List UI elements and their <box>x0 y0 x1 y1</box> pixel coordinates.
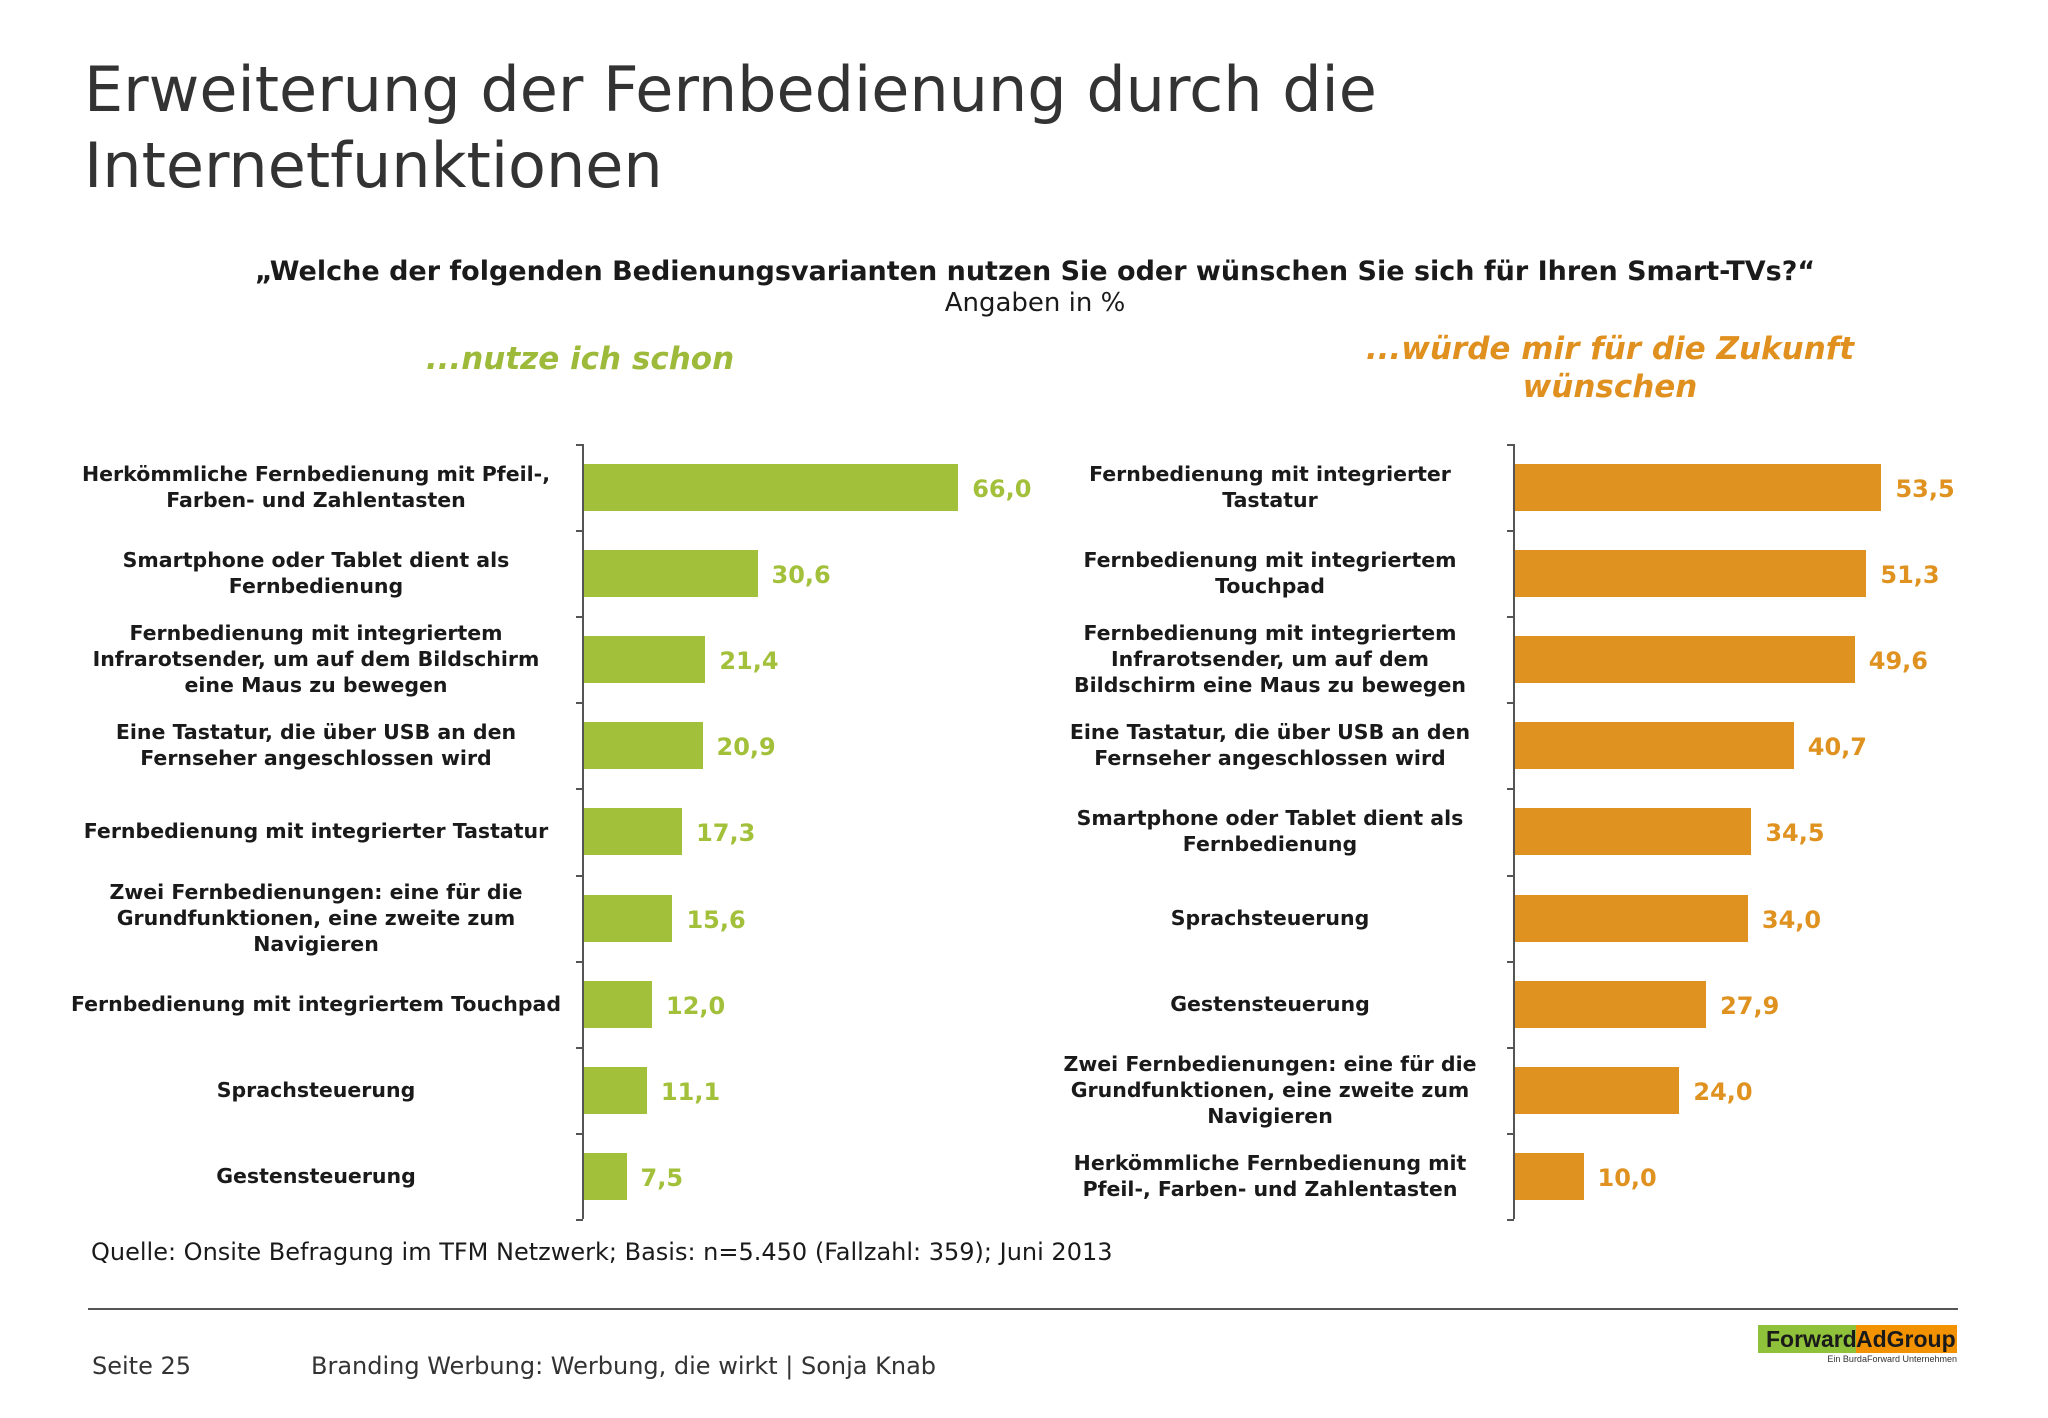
right-bar <box>1515 808 1752 856</box>
right-value-label: 53,5 <box>1895 475 1955 504</box>
left-category-label: Zwei Fernbedienungen: eine für die Grund… <box>109 879 523 956</box>
right-bar <box>1515 636 1855 684</box>
left-value-label: 11,1 <box>660 1077 721 1106</box>
left-value-label: 20,9 <box>716 733 776 762</box>
left-bar <box>584 808 683 856</box>
left-category-label: Fernbedienung mit integrierter Tastatur <box>83 819 549 844</box>
right-value-label: 51,3 <box>1880 561 1940 590</box>
right-bar <box>1515 1066 1680 1114</box>
left-value-label: 17,3 <box>696 819 756 848</box>
right-bar <box>1515 550 1867 598</box>
right-axis-tick <box>1507 788 1514 791</box>
left-category-label: Fernbedienung mit integriertem Touchpad <box>70 991 562 1016</box>
left-category-label: Fernbedienung mit integriertem Infrarots… <box>92 621 540 698</box>
right-category-label: Sprachsteuerung <box>1170 905 1370 930</box>
right-category-label: Fernbedienung mit integriertem Touchpad <box>1083 548 1457 599</box>
left-value-label: 12,0 <box>666 991 726 1020</box>
left-axis-tick <box>576 1132 583 1135</box>
right-bar <box>1515 894 1748 942</box>
left-axis <box>582 444 584 1219</box>
unit-note: Angaben in % <box>944 288 1126 318</box>
right-category-label: Gestensteuerung <box>1170 991 1370 1016</box>
right-axis-tick <box>1507 530 1514 533</box>
survey-question: „Welche der folgenden Bedienungsvariante… <box>254 256 1816 287</box>
left-axis-tick <box>576 960 583 963</box>
right-axis-tick <box>1507 960 1514 963</box>
right-axis-tick <box>1507 1218 1514 1221</box>
left-category-label: Smartphone oder Tablet dient als Fernbed… <box>122 548 510 599</box>
left-axis-tick <box>576 616 583 619</box>
right-chart-title: ...würde mir für die Zukunft wünschen <box>1365 331 1855 405</box>
footer-divider <box>88 1308 1958 1310</box>
left-bar <box>584 550 758 598</box>
right-bar <box>1515 722 1794 770</box>
page-title: Erweiterung der Fernbedienung durch die … <box>84 53 1377 202</box>
left-category-label: Herkömmliche Fernbedienung mit Pfeil-, F… <box>82 462 550 513</box>
left-bar <box>584 464 959 512</box>
left-value-label: 30,6 <box>771 561 831 590</box>
left-value-label: 7,5 <box>640 1163 684 1192</box>
right-bar <box>1515 980 1707 1028</box>
left-value-label: 66,0 <box>972 475 1032 504</box>
left-axis-tick <box>576 530 583 533</box>
right-category-label: Eine Tastatur, die über USB an den Ferns… <box>1069 720 1471 771</box>
left-bar <box>584 1066 647 1114</box>
left-category-label: Gestensteuerung <box>216 1163 416 1188</box>
right-value-label: 34,0 <box>1761 905 1822 934</box>
page-number: Seite 25 <box>92 1352 192 1380</box>
left-axis-tick <box>576 1218 583 1221</box>
left-bar <box>584 636 706 684</box>
left-chart-title: ...nutze ich schon <box>425 341 735 377</box>
left-axis-tick <box>576 444 583 446</box>
right-value-label: 24,0 <box>1693 1077 1753 1106</box>
left-bar <box>584 980 653 1028</box>
logo-subtitle: Ein BurdaForward Unternehmen <box>1827 1354 1957 1364</box>
right-value-label: 34,5 <box>1765 819 1825 848</box>
right-value-label: 49,6 <box>1868 647 1928 676</box>
left-bar <box>584 1152 627 1200</box>
left-axis-tick <box>576 788 583 791</box>
left-bar <box>584 894 673 942</box>
right-axis-tick <box>1507 1046 1514 1049</box>
source-note: Quelle: Onsite Befragung im TFM Netzwerk… <box>91 1238 1113 1266</box>
left-bar <box>584 722 703 770</box>
right-bar <box>1515 464 1882 512</box>
footer-text: Branding Werbung: Werbung, die wirkt | S… <box>311 1352 937 1380</box>
left-axis-tick <box>576 874 583 877</box>
logo-right: AdGroup <box>1856 1325 1957 1353</box>
left-category-label: Sprachsteuerung <box>216 1077 416 1102</box>
left-value-label: 15,6 <box>686 905 746 934</box>
right-axis <box>1513 444 1515 1219</box>
right-category-label: Herkömmliche Fernbedienung mit Pfeil-, F… <box>1073 1150 1467 1201</box>
right-bar <box>1515 1152 1584 1200</box>
right-value-label: 40,7 <box>1807 733 1867 762</box>
right-category-label: Smartphone oder Tablet dient als Fernbed… <box>1076 806 1464 857</box>
logo-left: Forward <box>1758 1325 1857 1353</box>
right-axis-tick <box>1507 616 1514 619</box>
right-axis-tick <box>1507 444 1514 446</box>
right-category-label: Fernbedienung mit integrierter Tastatur <box>1089 462 1451 513</box>
right-axis-tick <box>1507 702 1514 705</box>
right-value-label: 10,0 <box>1597 1163 1657 1192</box>
forwardadgroup-logo: Forward AdGroup <box>1758 1325 1957 1353</box>
right-category-label: Fernbedienung mit integriertem Infrarots… <box>1074 621 1466 698</box>
right-category-label: Zwei Fernbedienungen: eine für die Grund… <box>1063 1051 1477 1128</box>
right-axis-tick <box>1507 874 1514 877</box>
right-axis-tick <box>1507 1132 1514 1135</box>
left-value-label: 21,4 <box>719 647 779 676</box>
left-category-label: Eine Tastatur, die über USB an den Ferns… <box>115 720 517 771</box>
right-value-label: 27,9 <box>1720 991 1780 1020</box>
left-axis-tick <box>576 1046 583 1049</box>
left-axis-tick <box>576 702 583 705</box>
